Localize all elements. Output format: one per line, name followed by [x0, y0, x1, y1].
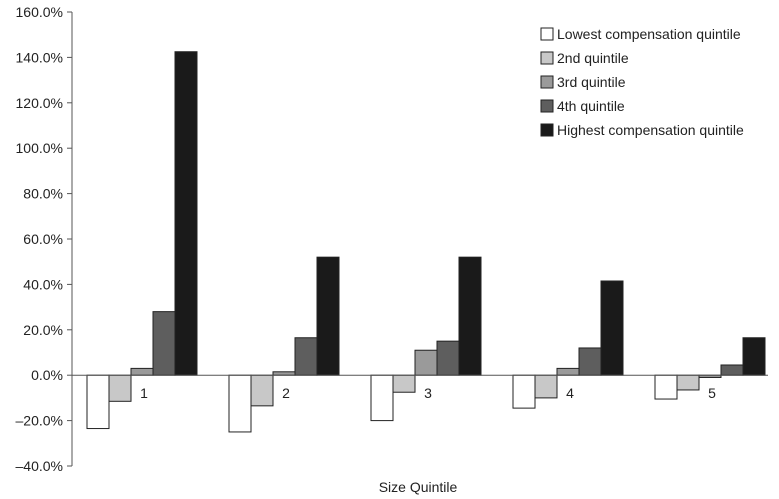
bar	[534, 374, 558, 399]
legend-swatch	[540, 99, 554, 113]
bar	[556, 367, 580, 376]
category-labels: 1 2 3 4 5	[140, 385, 716, 401]
bar	[250, 374, 274, 407]
legend-label: 2nd quintile	[557, 50, 629, 66]
y-tick-label: 160.0%	[16, 4, 63, 20]
bar	[720, 364, 744, 376]
category-label: 1	[140, 385, 148, 401]
y-tick-label: 140.0%	[16, 49, 63, 65]
category-label: 2	[282, 385, 290, 401]
bar	[742, 337, 766, 376]
y-tick-label: –20.0%	[16, 413, 63, 429]
y-tick-label: –40.0%	[16, 458, 63, 474]
bar	[436, 340, 460, 376]
bar	[392, 374, 416, 393]
legend-label: 4th quintile	[557, 98, 625, 114]
bar	[414, 349, 438, 376]
bar	[458, 256, 482, 376]
legend-swatch	[540, 27, 554, 41]
legend-swatch	[540, 75, 554, 89]
y-tick-label: 100.0%	[16, 140, 63, 156]
y-tick-label: 60.0%	[23, 231, 63, 247]
bar	[578, 347, 602, 376]
bar	[654, 374, 678, 400]
bar	[86, 374, 110, 430]
bar	[512, 374, 536, 409]
bar	[130, 367, 154, 376]
y-tick-label: 0.0%	[31, 367, 63, 383]
bar	[272, 371, 296, 376]
bar	[174, 51, 198, 376]
bar	[316, 256, 340, 376]
bar	[152, 311, 176, 376]
bar	[228, 374, 252, 433]
y-axis-ticks: 160.0% 140.0% 120.0% 100.0% 80.0% 60.0% 40.0% 2…	[16, 4, 72, 474]
legend-label: 3rd quintile	[557, 74, 626, 90]
y-tick-label: 80.0%	[23, 186, 63, 202]
y-tick-label: 40.0%	[23, 276, 63, 292]
x-axis-title: Size Quintile	[379, 479, 458, 495]
legend-label: Highest compensation quintile	[557, 122, 744, 138]
legend: Lowest compensation quintile 2nd quintile…	[540, 26, 744, 138]
bar	[676, 374, 700, 391]
category-label: 4	[566, 385, 574, 401]
bars	[86, 51, 766, 433]
legend-swatch	[540, 123, 554, 137]
legend-label: Lowest compensation quintile	[557, 26, 741, 42]
bar	[370, 374, 394, 422]
category-label: 3	[424, 385, 432, 401]
y-tick-label: 20.0%	[23, 322, 63, 338]
bar	[108, 374, 132, 402]
category-label: 5	[708, 385, 716, 401]
bar	[600, 280, 624, 376]
legend-swatch	[540, 51, 554, 65]
bar	[294, 337, 318, 376]
y-tick-label: 120.0%	[16, 95, 63, 111]
